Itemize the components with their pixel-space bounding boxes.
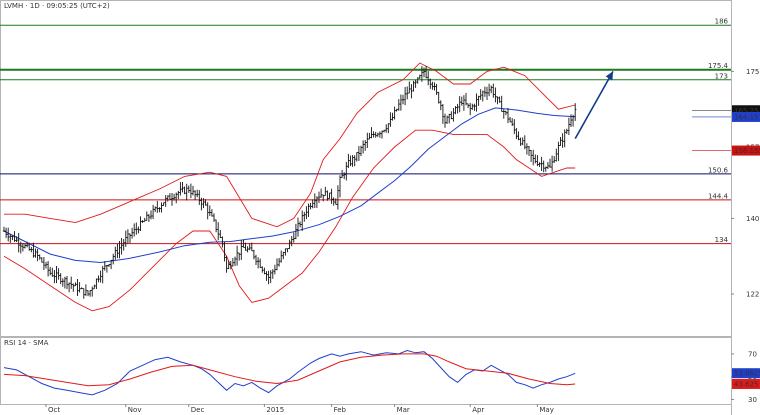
rsi-value-tag xyxy=(732,368,760,379)
price-tick-label: 140 xyxy=(746,215,759,223)
value-tag xyxy=(732,105,760,116)
bollinger-bands xyxy=(3,62,576,312)
rsi-value-tag xyxy=(732,378,760,389)
rsi-tick-label: 70 xyxy=(748,350,757,358)
level-label: 134 xyxy=(715,236,729,244)
level-label: 150.6 xyxy=(708,166,729,174)
rsi-series-line xyxy=(3,353,576,387)
level-label: 175.4 xyxy=(708,62,729,70)
time-tick-label: 2015 xyxy=(266,406,284,414)
time-tick-label: May xyxy=(539,406,553,414)
price-tick-label: 122 xyxy=(746,291,759,299)
ohlc-bars xyxy=(2,66,577,299)
time-axis: Oct Nov Dec 2015 Feb Mar Apr May xyxy=(45,404,554,414)
time-tick-label: Nov xyxy=(128,406,142,414)
rsi-value-tag-label: 43.625 xyxy=(734,380,759,388)
time-tick-label: Feb xyxy=(334,406,347,414)
value-tag-label: 165.75 xyxy=(734,107,759,115)
value-tag xyxy=(732,111,760,122)
time-tick-label: Oct xyxy=(48,406,60,414)
value-tag-label: 156.155 xyxy=(734,147,760,155)
rsi-value-tag-label: 53.0625 xyxy=(734,370,760,378)
sma-line xyxy=(3,107,576,264)
moving-average xyxy=(3,107,576,264)
value-tag-label: 164.157 xyxy=(734,113,760,121)
bollinger-lower-line xyxy=(3,129,576,312)
rsi-lines xyxy=(3,349,576,396)
price-tick-label: 175 xyxy=(746,68,759,76)
rsi-series-line xyxy=(3,349,576,396)
trend-arrow-head xyxy=(605,71,613,81)
time-tick-label: Apr xyxy=(472,406,484,414)
rsi-title: RSI 14 · SMA xyxy=(4,339,49,347)
bollinger-upper-line xyxy=(4,62,576,228)
value-tag xyxy=(732,145,760,156)
chart-title: LVMH · 1D · 09:05:25 (UTC+2) xyxy=(4,2,110,10)
level-label: 186 xyxy=(715,18,729,26)
rsi-axis: 70503053.062543.625 xyxy=(731,350,760,404)
annotations xyxy=(574,71,614,139)
trend-arrow-shaft xyxy=(574,71,614,139)
horizontal-levels: 186 175.4 173 150.6 144.4 134 xyxy=(0,18,731,245)
rsi-tick-label: 30 xyxy=(748,396,757,404)
level-label: 173 xyxy=(715,72,728,80)
level-label: 144.4 xyxy=(708,192,729,200)
time-tick-label: Mar xyxy=(397,406,410,414)
time-tick-label: Dec xyxy=(191,406,205,414)
